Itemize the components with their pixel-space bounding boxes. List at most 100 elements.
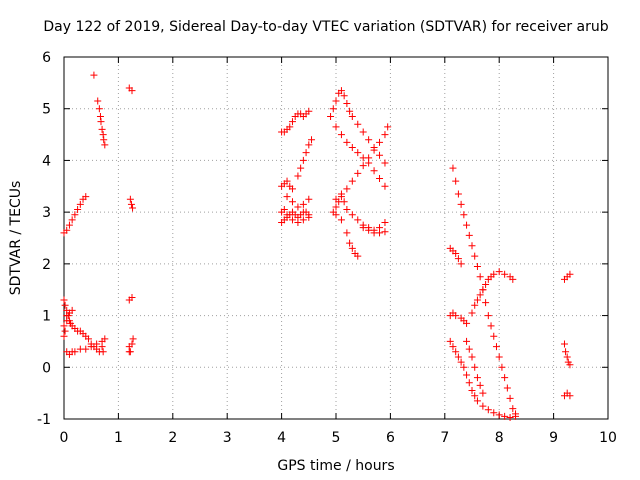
- data-point-marker: [288, 185, 296, 193]
- data-point-marker: [99, 348, 107, 356]
- data-point-marker: [471, 301, 479, 309]
- data-point-marker: [332, 123, 340, 131]
- data-point-marker: [305, 107, 313, 115]
- data-point-marker: [501, 412, 509, 420]
- data-point-marker: [96, 112, 104, 120]
- data-point-marker: [354, 149, 362, 157]
- data-point-marker: [327, 112, 335, 120]
- data-point-marker: [337, 216, 345, 224]
- data-point-marker: [95, 105, 103, 113]
- axis-ticks: 0 1 2 3 4 5 6 7 8 9 10 -1 0 1 2 3 4 5 6: [37, 50, 617, 446]
- data-point-marker: [82, 193, 90, 201]
- data-point-marker: [280, 206, 288, 214]
- x-tick-label: 5: [332, 430, 341, 446]
- data-point-marker: [60, 332, 68, 340]
- y-axis-label: SDTVAR / TECUs: [8, 181, 24, 296]
- data-point-marker: [566, 392, 574, 400]
- data-point-marker: [381, 182, 389, 190]
- y-tick-label: 1: [42, 309, 51, 325]
- data-point-marker: [473, 374, 481, 382]
- series-segment-5h-arc-up: [327, 87, 389, 167]
- data-point-marker: [495, 353, 503, 361]
- data-point-marker: [288, 198, 296, 206]
- y-tick-label: 5: [42, 102, 51, 118]
- chart-title: Day 122 of 2019, Sidereal Day-to-day VTE…: [43, 19, 608, 35]
- data-point-marker: [449, 343, 457, 351]
- data-point-marker: [128, 293, 136, 301]
- y-tick-label: 0: [42, 360, 51, 376]
- data-point-marker: [509, 405, 517, 413]
- data-point-marker: [65, 221, 73, 229]
- data-point-marker: [84, 335, 92, 343]
- data-point-marker: [381, 228, 389, 236]
- data-point-marker: [90, 71, 98, 79]
- data-point-marker: [82, 345, 90, 353]
- series-segment-4h-upper: [278, 107, 313, 136]
- data-point-marker: [348, 211, 356, 219]
- data-point-marker: [288, 216, 296, 224]
- data-point-marker: [492, 343, 500, 351]
- data-point-marker: [129, 335, 137, 343]
- data-point-marker: [454, 353, 462, 361]
- data-point-marker: [384, 123, 392, 131]
- data-point-marker: [503, 384, 511, 392]
- data-point-marker: [125, 348, 133, 356]
- data-point-marker: [509, 275, 517, 283]
- series-segment-7h-rise: [446, 244, 517, 397]
- data-point-marker: [482, 299, 490, 307]
- data-point-marker: [465, 379, 473, 387]
- data-point-marker: [332, 211, 340, 219]
- grid-lines: [64, 57, 608, 419]
- data-point-marker: [61, 327, 69, 335]
- data-point-marker: [452, 348, 460, 356]
- data-point-marker: [487, 322, 495, 330]
- data-point-marker: [468, 353, 476, 361]
- data-point-marker: [381, 131, 389, 139]
- data-point-marker: [452, 312, 460, 320]
- data-point-marker: [506, 394, 514, 402]
- data-point-marker: [74, 206, 82, 214]
- data-point-marker: [93, 340, 101, 348]
- data-point-marker: [359, 224, 367, 232]
- x-tick-label: 7: [440, 430, 449, 446]
- data-point-marker: [471, 252, 479, 260]
- data-point-marker: [359, 128, 367, 136]
- x-tick-label: 9: [549, 430, 558, 446]
- data-point-marker: [359, 162, 367, 170]
- data-point-marker: [98, 343, 106, 351]
- y-tick-label: -1: [37, 412, 51, 428]
- data-point-marker: [563, 353, 571, 361]
- data-point-marker: [476, 291, 484, 299]
- data-point-marker: [452, 177, 460, 185]
- data-point-marker: [473, 296, 481, 304]
- data-point-marker: [468, 387, 476, 395]
- data-point-marker: [490, 409, 498, 417]
- data-point-marker: [98, 125, 106, 133]
- data-point-marker: [463, 371, 471, 379]
- data-point-marker: [294, 203, 302, 211]
- data-point-marker: [294, 172, 302, 180]
- data-point-marker: [63, 226, 71, 234]
- data-point-marker: [463, 221, 471, 229]
- data-point-marker: [484, 312, 492, 320]
- data-point-marker: [346, 107, 354, 115]
- data-point-marker: [454, 190, 462, 198]
- data-point-marker: [562, 348, 570, 356]
- data-point-marker: [471, 363, 479, 371]
- data-point-marker: [129, 204, 137, 212]
- data-point-marker: [286, 123, 294, 131]
- data-point-marker: [376, 229, 384, 237]
- data-point-marker: [348, 112, 356, 120]
- data-point-marker: [479, 402, 487, 410]
- series-segment-5h-lower: [329, 193, 389, 260]
- data-point-marker: [348, 244, 356, 252]
- series-segment-early-low: [60, 296, 109, 358]
- data-point-marker: [329, 105, 337, 113]
- data-point-marker: [468, 242, 476, 250]
- data-point-marker: [354, 252, 362, 260]
- data-point-marker: [343, 100, 351, 108]
- series-segment-1.2h: [125, 84, 137, 356]
- data-point-marker: [299, 156, 307, 164]
- data-point-marker: [365, 136, 373, 144]
- data-point-marker: [490, 270, 498, 278]
